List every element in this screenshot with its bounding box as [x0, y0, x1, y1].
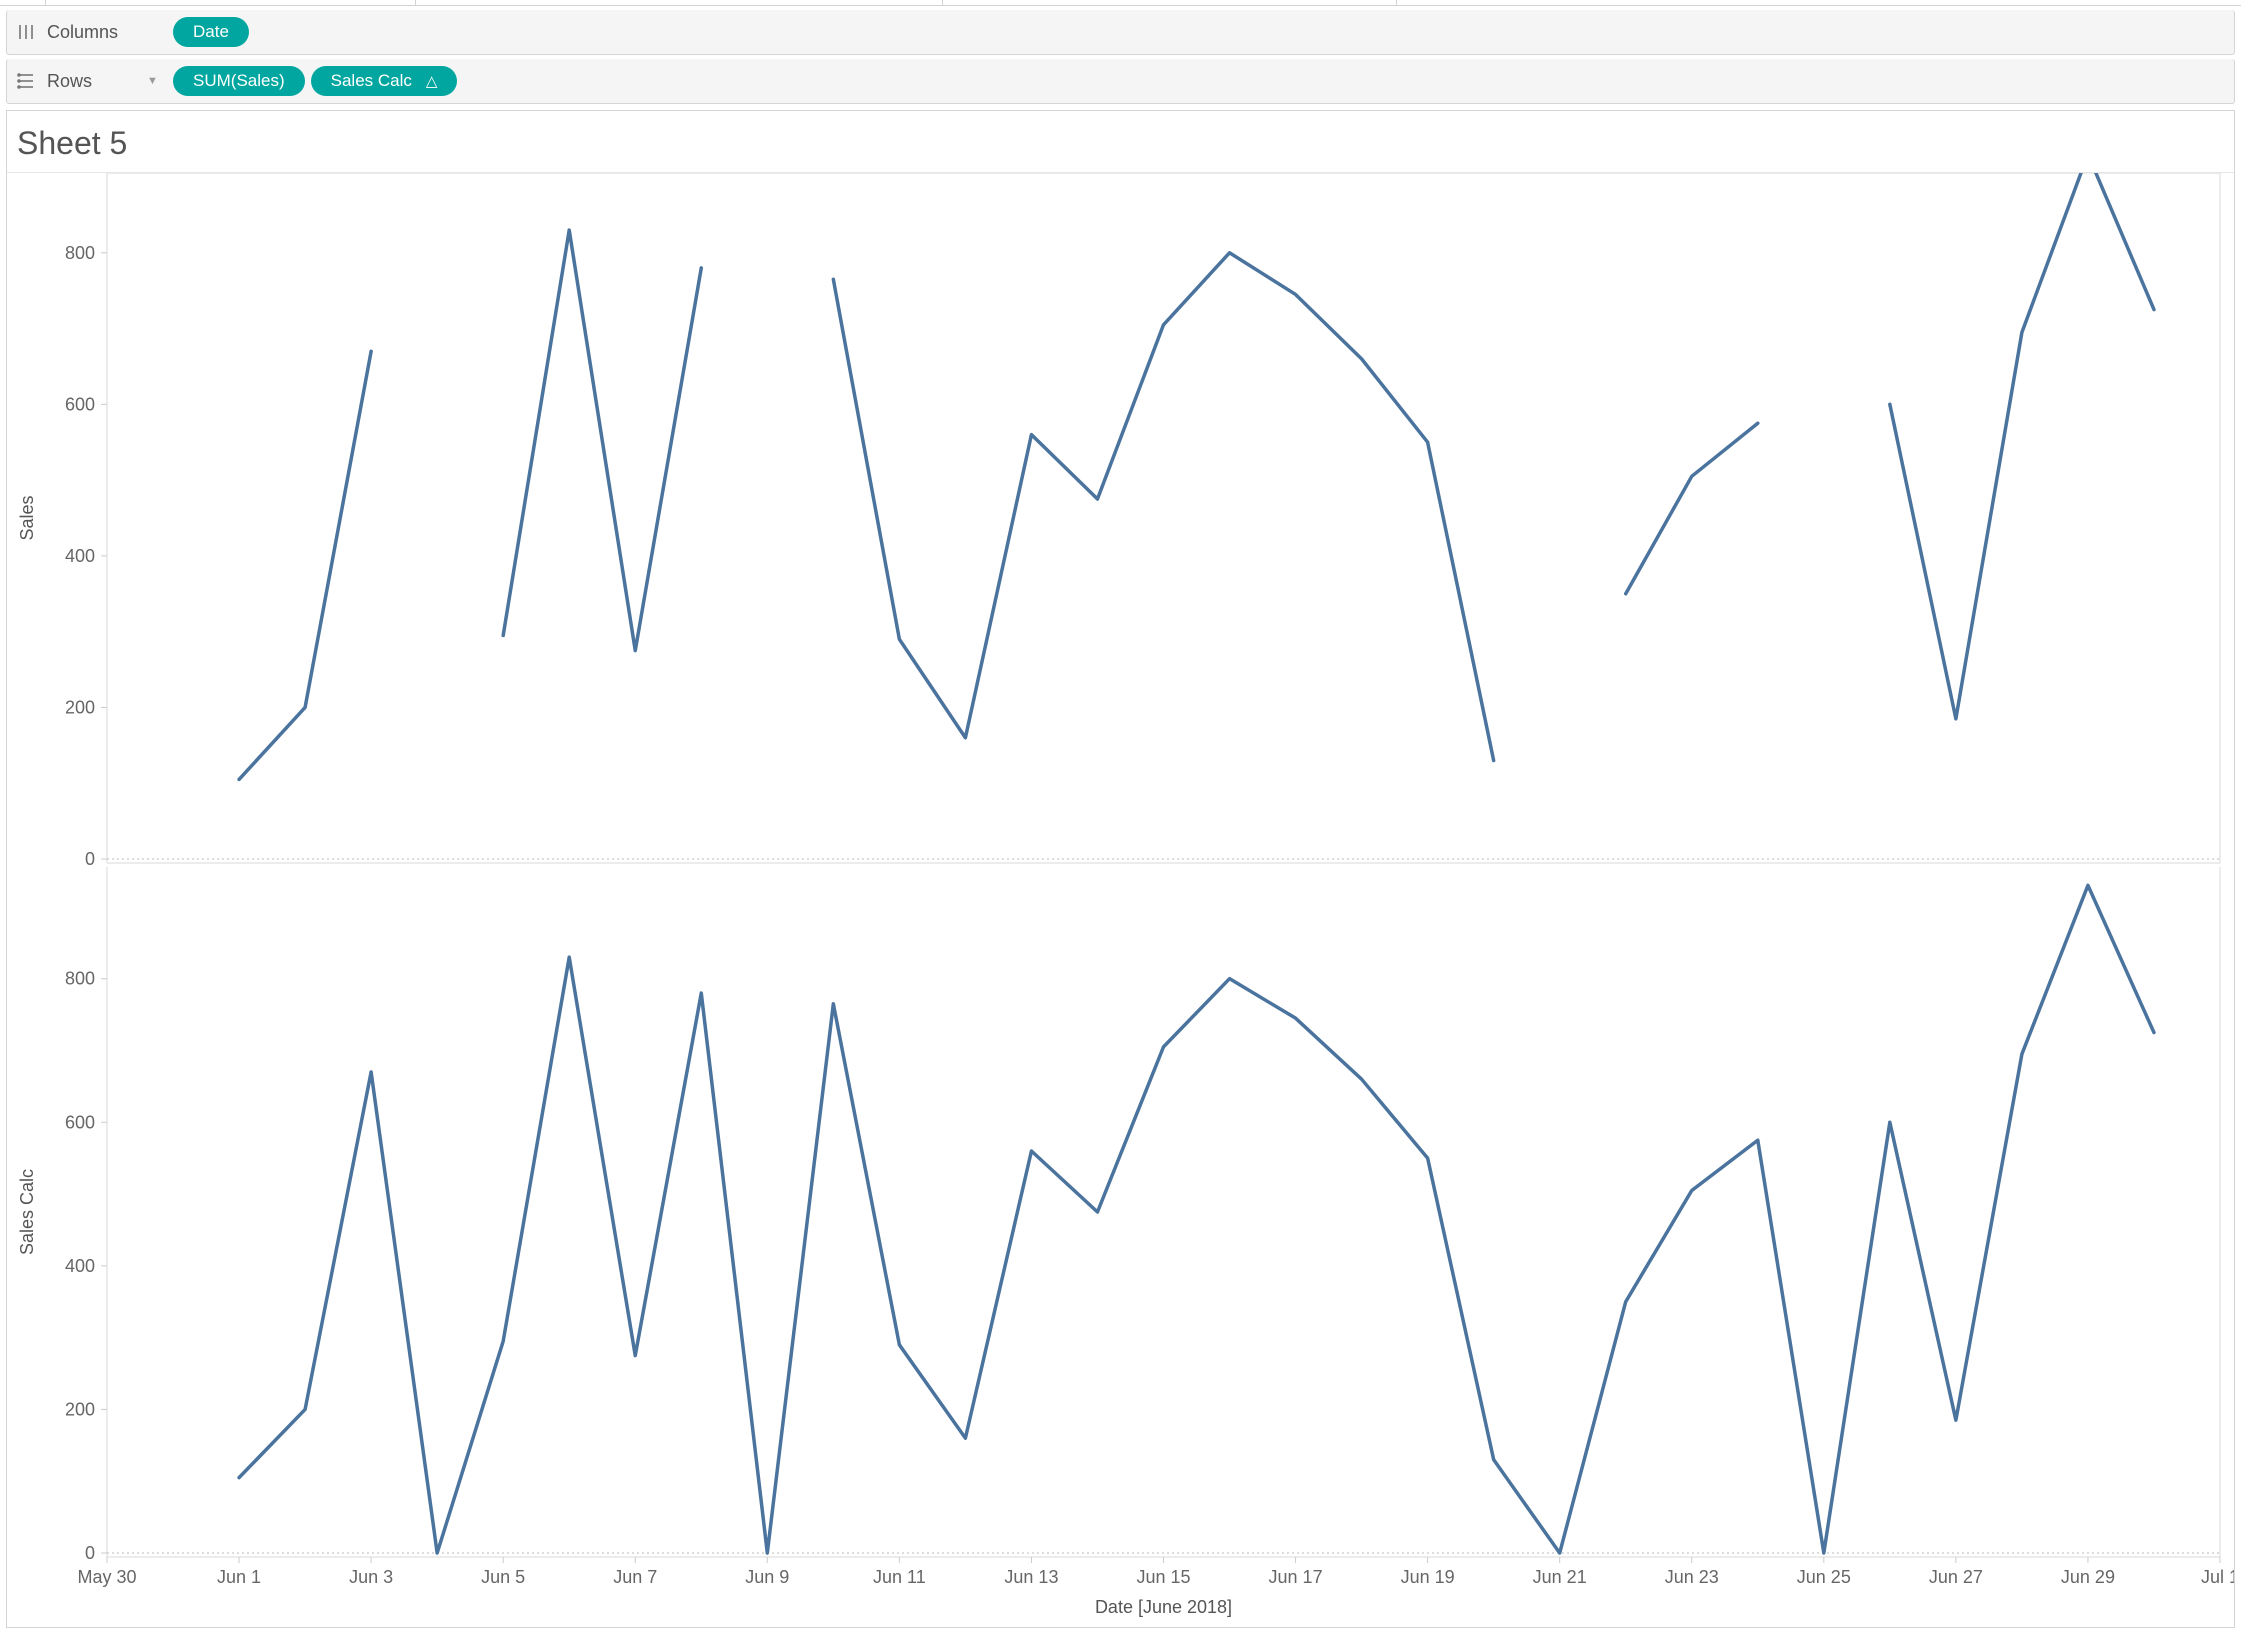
columns-pills: Date — [173, 17, 249, 47]
svg-text:Jun 21: Jun 21 — [1533, 1567, 1587, 1587]
svg-text:800: 800 — [65, 243, 95, 263]
svg-text:Jun 11: Jun 11 — [873, 1567, 926, 1587]
chart-area[interactable]: 0 200 400 600 800 Sales 0 200 400 600 800 Sales Cal… — [7, 172, 2234, 1627]
svg-text:Jun 25: Jun 25 — [1797, 1567, 1851, 1587]
svg-text:Jun 5: Jun 5 — [481, 1567, 525, 1587]
rows-icon — [15, 70, 37, 92]
columns-shelf-label: Columns — [47, 22, 137, 43]
chart-svg: 0 200 400 600 800 Sales 0 200 400 600 800 Sales Cal… — [7, 173, 2234, 1627]
svg-text:200: 200 — [65, 697, 95, 717]
svg-text:400: 400 — [65, 546, 95, 566]
svg-text:Jun 7: Jun 7 — [613, 1567, 657, 1587]
svg-text:400: 400 — [65, 1256, 95, 1276]
svg-text:Jun 3: Jun 3 — [349, 1567, 393, 1587]
svg-text:Jun 23: Jun 23 — [1665, 1567, 1719, 1587]
columns-icon — [15, 21, 37, 43]
viz-container: Sheet 5 0 200 400 600 800 Sales 0 200 400 600 800 S… — [6, 110, 2235, 1628]
top-tab-strip — [0, 0, 2241, 6]
pill-label: Sales Calc — [331, 71, 412, 91]
table-calc-icon: △ — [426, 74, 438, 89]
svg-text:200: 200 — [65, 1399, 95, 1419]
svg-text:Jun 19: Jun 19 — [1401, 1567, 1455, 1587]
pill-label: SUM(Sales) — [193, 71, 285, 91]
svg-text:Sales Calc: Sales Calc — [17, 1169, 37, 1255]
svg-text:0: 0 — [85, 849, 95, 869]
svg-text:600: 600 — [65, 1112, 95, 1132]
sheet-title: Sheet 5 — [7, 111, 2234, 172]
svg-text:Jun 17: Jun 17 — [1269, 1567, 1323, 1587]
pill-sales-calc[interactable]: Sales Calc △ — [311, 66, 458, 96]
svg-text:Jun 1: Jun 1 — [217, 1567, 261, 1587]
svg-text:Sales: Sales — [17, 495, 37, 540]
svg-text:Jul 1: Jul 1 — [2201, 1567, 2234, 1587]
svg-text:Jun 13: Jun 13 — [1004, 1567, 1058, 1587]
pill-date[interactable]: Date — [173, 17, 249, 47]
columns-shelf[interactable]: Columns Date — [6, 10, 2235, 55]
rows-shelf[interactable]: Rows ▼ SUM(Sales) Sales Calc △ — [6, 59, 2235, 104]
svg-text:Jun 9: Jun 9 — [745, 1567, 789, 1587]
pill-sum-sales[interactable]: SUM(Sales) — [173, 66, 305, 96]
svg-text:Date [June 2018]: Date [June 2018] — [1095, 1597, 1232, 1617]
svg-text:May 30: May 30 — [77, 1567, 136, 1587]
svg-text:Jun 27: Jun 27 — [1929, 1567, 1983, 1587]
pill-label: Date — [193, 22, 229, 42]
rows-pills: SUM(Sales) Sales Calc △ — [173, 66, 457, 96]
rows-shelf-label: Rows — [47, 71, 137, 92]
svg-text:600: 600 — [65, 394, 95, 414]
svg-text:0: 0 — [85, 1543, 95, 1563]
rows-dropdown-icon[interactable]: ▼ — [147, 75, 163, 87]
svg-text:Jun 29: Jun 29 — [2061, 1567, 2115, 1587]
svg-text:Jun 15: Jun 15 — [1136, 1567, 1190, 1587]
svg-text:800: 800 — [65, 969, 95, 989]
